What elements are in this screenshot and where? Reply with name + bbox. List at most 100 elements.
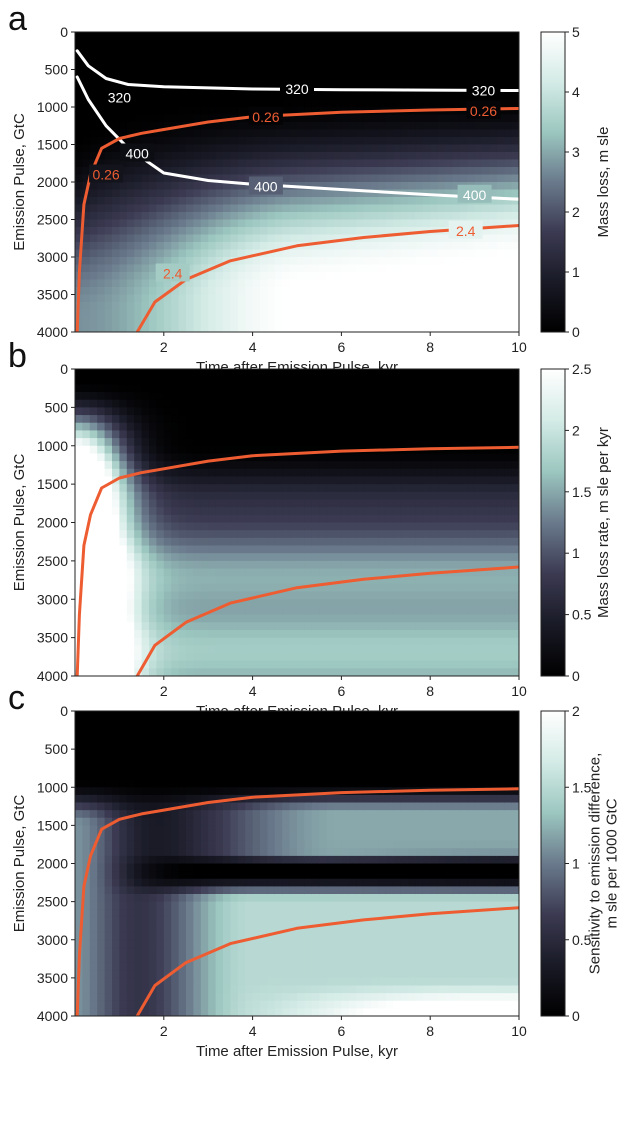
heatmap-cell — [230, 668, 238, 676]
heatmap-cell — [82, 630, 90, 638]
heatmap-cell — [201, 242, 209, 250]
heatmap-cell — [75, 415, 83, 423]
heatmap-cell — [489, 160, 497, 168]
heatmap-cell — [445, 137, 453, 145]
heatmap-cell — [282, 546, 290, 554]
heatmap-cell — [408, 645, 416, 653]
heatmap-cell — [386, 130, 394, 138]
heatmap-cell — [445, 302, 453, 310]
heatmap-cell — [378, 645, 386, 653]
heatmap-cell — [504, 287, 512, 295]
heatmap-cell — [245, 295, 253, 303]
heatmap-cell — [142, 523, 150, 531]
contour-label: 400 — [463, 187, 487, 203]
heatmap-cell — [179, 492, 187, 500]
heatmap-cell — [482, 212, 490, 220]
heatmap-cell — [134, 377, 142, 385]
heatmap-cell — [341, 145, 349, 153]
heatmap-cell — [423, 250, 431, 258]
heatmap-cell — [408, 295, 416, 303]
heatmap-cell — [282, 369, 290, 377]
heatmap-cell — [452, 287, 460, 295]
heatmap-cell — [364, 499, 372, 507]
heatmap-cell — [378, 438, 386, 446]
heatmap-cell — [438, 523, 446, 531]
heatmap-cell — [282, 32, 290, 40]
heatmap-cell — [97, 607, 105, 615]
heatmap-cell — [371, 622, 379, 630]
heatmap-cell — [378, 197, 386, 205]
heatmap-cell — [119, 384, 127, 392]
heatmap-cell — [193, 250, 201, 258]
heatmap-cell — [378, 584, 386, 592]
heatmap-cell — [275, 638, 283, 646]
heatmap-cell — [408, 32, 416, 40]
heatmap-cell — [341, 55, 349, 63]
heatmap-cell — [297, 384, 305, 392]
heatmap-cell — [119, 190, 127, 198]
heatmap-cell — [467, 484, 475, 492]
heatmap-cell — [75, 160, 83, 168]
heatmap-cell — [497, 152, 505, 160]
heatmap-cell — [415, 599, 423, 607]
heatmap-cell — [164, 152, 172, 160]
heatmap-cell — [275, 280, 283, 288]
heatmap-cell — [452, 257, 460, 265]
heatmap-cell — [364, 317, 372, 325]
heatmap-cell — [267, 295, 275, 303]
heatmap-cell — [460, 499, 468, 507]
heatmap-cell — [467, 257, 475, 265]
heatmap-cell — [467, 615, 475, 623]
heatmap-cell — [438, 182, 446, 190]
heatmap-cell — [504, 310, 512, 318]
heatmap-cell — [97, 280, 105, 288]
heatmap-cell — [282, 325, 290, 333]
heatmap-cell — [75, 484, 83, 492]
heatmap-cell — [445, 122, 453, 130]
heatmap-cell — [334, 130, 342, 138]
heatmap-cell — [156, 530, 164, 538]
heatmap-cell — [371, 70, 379, 78]
heatmap-cell — [82, 719, 90, 727]
heatmap-cell — [497, 515, 505, 523]
heatmap-cell — [312, 523, 320, 531]
heatmap-cell — [438, 438, 446, 446]
heatmap-cell — [223, 638, 231, 646]
heatmap-cell — [489, 469, 497, 477]
heatmap-cell — [334, 197, 342, 205]
heatmap-cell — [460, 438, 468, 446]
heatmap-cell — [230, 423, 238, 431]
heatmap-cell — [371, 212, 379, 220]
heatmap-cell — [142, 438, 150, 446]
heatmap-cell — [378, 538, 386, 546]
heatmap-cell — [282, 145, 290, 153]
heatmap-cell — [504, 280, 512, 288]
heatmap-cell — [223, 576, 231, 584]
heatmap-cell — [512, 584, 520, 592]
heatmap-cell — [497, 538, 505, 546]
heatmap-cell — [430, 205, 438, 213]
heatmap-cell — [341, 546, 349, 554]
heatmap-cell — [445, 55, 453, 63]
heatmap-cell — [75, 507, 83, 515]
heatmap-cell — [393, 622, 401, 630]
heatmap-cell — [445, 668, 453, 676]
heatmap-cell — [127, 523, 135, 531]
heatmap-cell — [119, 615, 127, 623]
heatmap-cell — [371, 615, 379, 623]
heatmap-cell — [386, 175, 394, 183]
heatmap-cell — [179, 484, 187, 492]
heatmap-cell — [238, 160, 246, 168]
heatmap-cell — [267, 325, 275, 333]
heatmap-cell — [290, 317, 298, 325]
heatmap-cell — [401, 476, 409, 484]
heatmap-cell — [282, 130, 290, 138]
heatmap-cell — [386, 438, 394, 446]
heatmap-cell — [364, 561, 372, 569]
heatmap-cell — [90, 265, 98, 273]
heatmap-cell — [208, 257, 216, 265]
heatmap-cell — [349, 205, 357, 213]
heatmap-cell — [149, 40, 157, 48]
heatmap-cell — [238, 122, 246, 130]
heatmap-cell — [512, 325, 520, 333]
